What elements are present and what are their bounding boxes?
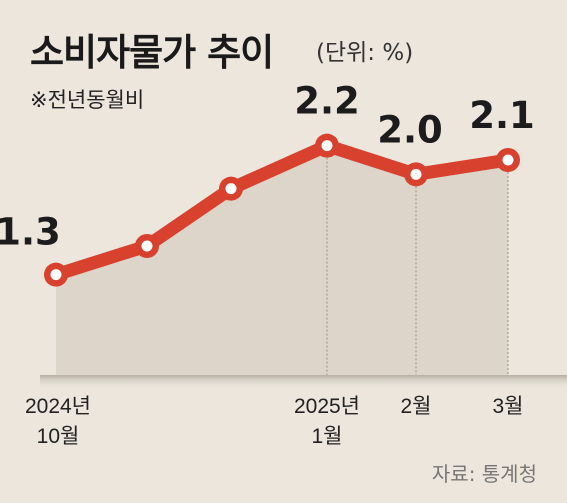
x-tick-label-line: 2025년 xyxy=(293,395,361,418)
data-point xyxy=(44,262,68,287)
data-point xyxy=(404,162,428,187)
baseline-shadow xyxy=(40,375,567,389)
x-tick-label-line: 10월 xyxy=(36,425,80,448)
data-point xyxy=(219,176,243,201)
x-tick-label: 2025년 1월 xyxy=(272,392,382,452)
chart-subtitle: ※전년동월비 xyxy=(30,88,145,112)
data-label: 2.0 xyxy=(377,108,443,151)
x-tick-label-line: 2월 xyxy=(400,395,432,418)
x-tick-label: 2024년 10월 xyxy=(3,392,113,452)
point-layer xyxy=(44,133,520,287)
x-tick-label: 3월 xyxy=(453,392,563,422)
data-label: 2.1 xyxy=(469,94,535,137)
data-label: 2.2 xyxy=(294,80,360,123)
x-tick-label-line: 3월 xyxy=(492,395,524,418)
area-layer xyxy=(40,145,567,389)
data-point xyxy=(496,148,520,172)
label-layer: 1.3 2.2 2.0 2.1 xyxy=(0,80,535,254)
area-fill xyxy=(56,145,508,375)
guide-layer xyxy=(326,145,509,375)
source-label: 자료: 통계청 xyxy=(431,462,537,486)
data-label: 1.3 xyxy=(0,211,61,254)
unit-label: (단위: %) xyxy=(316,40,414,66)
x-tick-label-line: 2024년 xyxy=(24,395,92,418)
x-tick-label: 2월 xyxy=(361,392,471,422)
data-point xyxy=(135,234,159,258)
data-point xyxy=(315,133,339,158)
x-tick-label-line: 1월 xyxy=(311,425,343,448)
series-line xyxy=(49,139,515,282)
chart-title: 소비자물가 추이 xyxy=(30,31,274,74)
line-layer xyxy=(49,139,515,282)
